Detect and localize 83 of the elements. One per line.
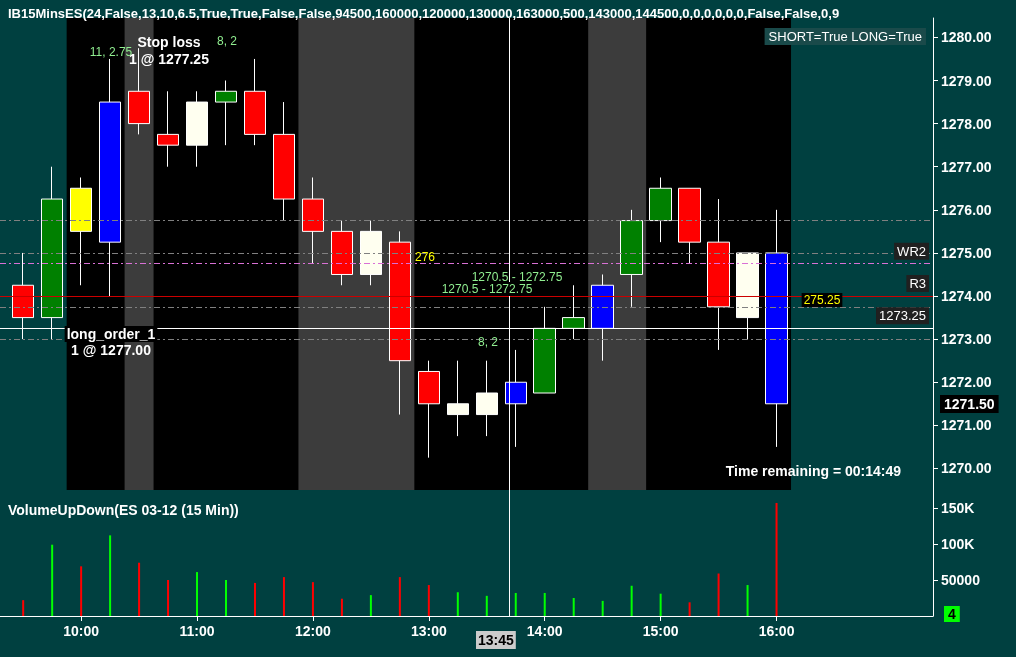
ref-line-label: 1273.25 bbox=[879, 308, 926, 324]
y-tick-label: 1278.00 bbox=[941, 115, 992, 132]
bar bbox=[456, 592, 459, 616]
text: 1271.50 bbox=[944, 396, 995, 412]
y-tick-label: 1274.00 bbox=[941, 288, 992, 305]
annotation: 1 @ 1277.00 bbox=[71, 342, 152, 358]
x-tick-label: 16:00 bbox=[758, 623, 795, 639]
bar bbox=[311, 582, 314, 616]
y-tick-label: 1276.00 bbox=[941, 201, 992, 218]
candlestick bbox=[302, 176, 324, 265]
bar bbox=[80, 566, 83, 616]
y-tick-label: 150K bbox=[941, 500, 975, 516]
bar bbox=[572, 598, 575, 616]
ref-line-label: R3 bbox=[909, 276, 926, 292]
candlestick bbox=[620, 209, 643, 308]
x-tick-label: 11:00 bbox=[179, 623, 215, 639]
candlestick bbox=[70, 176, 92, 286]
annotation: SHORT=True LONG=True bbox=[768, 29, 923, 44]
candlestick bbox=[476, 360, 498, 437]
text: 4 bbox=[948, 606, 956, 622]
text: 13:45 bbox=[478, 632, 515, 648]
bar bbox=[514, 592, 517, 616]
ref-line-label: WR2 bbox=[897, 243, 926, 259]
x-tick-label: 12:00 bbox=[295, 623, 332, 639]
y-tick-label: 1272.00 bbox=[941, 374, 992, 391]
candlestick bbox=[649, 176, 672, 243]
candlestick bbox=[678, 187, 701, 265]
annotation: 1270.5 - 1272.75 bbox=[471, 270, 563, 284]
bar bbox=[717, 573, 720, 616]
candlestick bbox=[273, 101, 295, 222]
bar bbox=[369, 595, 372, 616]
bar bbox=[340, 598, 343, 616]
annotation: 8, 2 bbox=[216, 34, 238, 48]
candlestick bbox=[157, 90, 179, 168]
bar bbox=[22, 600, 25, 616]
y-tick-label: 1279.00 bbox=[941, 72, 992, 89]
bar bbox=[282, 577, 285, 616]
bar bbox=[109, 535, 112, 616]
y-tick-label: 1277.00 bbox=[941, 158, 992, 175]
candlestick bbox=[244, 58, 266, 146]
candlestick bbox=[99, 58, 121, 297]
candlestick bbox=[360, 220, 382, 286]
candlestick bbox=[418, 360, 440, 459]
annotation: Time remaining = 00:14:49 bbox=[725, 463, 902, 479]
chart-title: IB15MinsES(24,False,13,10,6.5,True,True,False,False,94500,160000,120000,130000,163000,500,143000,144500,0,0,0,0,0,0,False,False,0,9 bbox=[8, 6, 840, 21]
y-tick-label: 1270.00 bbox=[941, 460, 992, 477]
annotation: Stop loss bbox=[137, 34, 201, 50]
bar bbox=[485, 595, 488, 616]
bar bbox=[427, 585, 430, 616]
candlestick bbox=[215, 80, 237, 146]
y-tick-label: 1273.00 bbox=[941, 331, 992, 348]
annotation: long_order_1 bbox=[66, 326, 156, 342]
bar bbox=[543, 592, 546, 616]
bar bbox=[253, 582, 256, 616]
bar bbox=[688, 602, 691, 616]
bar bbox=[746, 585, 749, 616]
annotation: 276 bbox=[414, 250, 436, 264]
bar bbox=[51, 544, 54, 616]
x-tick-label: 15:00 bbox=[642, 623, 679, 639]
bar bbox=[775, 502, 778, 616]
candlestick bbox=[331, 220, 353, 286]
y-tick-label: 50000 bbox=[941, 572, 981, 588]
y-tick-label: 100K bbox=[941, 536, 975, 552]
candlestick bbox=[186, 90, 208, 168]
y-tick-label: 1271.00 bbox=[941, 417, 992, 434]
bar bbox=[225, 580, 228, 616]
text: VolumeUpDown(ES 03-12 (15 Min)) bbox=[8, 502, 239, 518]
x-tick-label: 13:00 bbox=[410, 623, 447, 639]
bar bbox=[630, 585, 633, 616]
bar bbox=[138, 562, 141, 616]
bar bbox=[196, 572, 199, 616]
x-tick-label: 10:00 bbox=[63, 623, 100, 639]
annotation: 1270.5 - 1272.75 bbox=[441, 282, 533, 296]
bar bbox=[601, 600, 604, 616]
candlestick bbox=[447, 360, 469, 437]
bar bbox=[167, 580, 170, 616]
x-tick-label: 14:00 bbox=[526, 623, 563, 639]
bar bbox=[659, 593, 662, 616]
bar bbox=[398, 577, 401, 616]
annotation: 8, 2 bbox=[477, 335, 499, 349]
y-tick-label: 1275.00 bbox=[941, 244, 992, 261]
y-tick-label: 1280.00 bbox=[941, 29, 992, 46]
annotation: 275.25 bbox=[803, 293, 841, 307]
